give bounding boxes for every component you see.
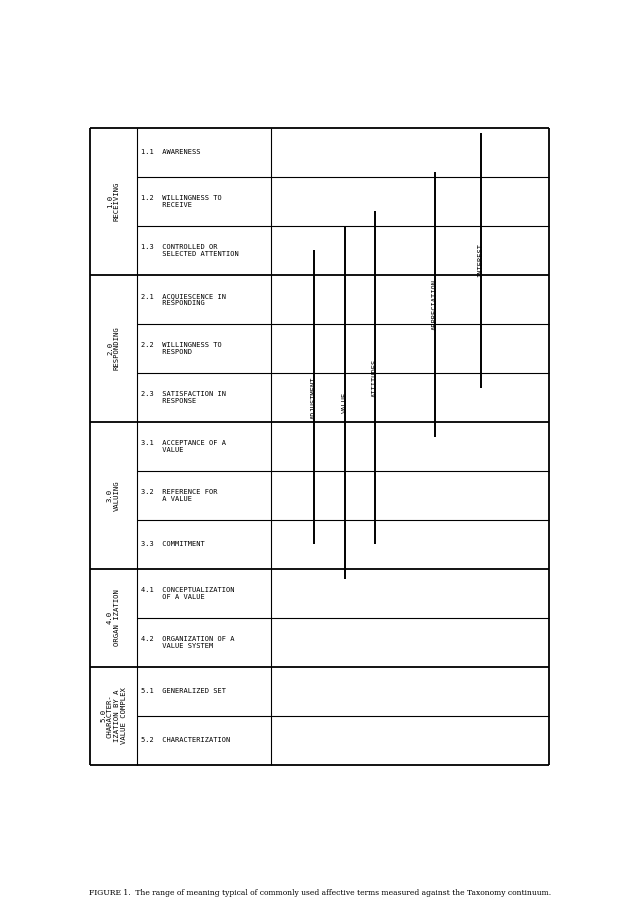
Text: 1.3  CONTROLLED OR
     SELECTED ATTENTION: 1.3 CONTROLLED OR SELECTED ATTENTION (141, 244, 239, 257)
Text: ATTITUDES: ATTITUDES (372, 358, 378, 397)
Text: 5.0
CHARACTER-
IZATION BY A
VALUE COMPLEX: 5.0 CHARACTER- IZATION BY A VALUE COMPLE… (100, 687, 127, 744)
Text: 2.1  ACQUIESCENCE IN
     RESPONDING: 2.1 ACQUIESCENCE IN RESPONDING (141, 293, 226, 306)
Text: VALUE: VALUE (342, 391, 348, 413)
Text: FIGURE 1.  The range of meaning typical of commonly used affective terms measure: FIGURE 1. The range of meaning typical o… (89, 890, 551, 897)
Text: 2.0
RESPONDING: 2.0 RESPONDING (107, 326, 120, 370)
Text: 3.3  COMMITMENT: 3.3 COMMITMENT (141, 541, 205, 548)
Text: 4.1  CONCEPTUALIZATION
     OF A VALUE: 4.1 CONCEPTUALIZATION OF A VALUE (141, 587, 234, 600)
Text: APPRECIATION: APPRECIATION (432, 278, 438, 330)
Text: 3.2  REFERENCE FOR
     A VALUE: 3.2 REFERENCE FOR A VALUE (141, 489, 218, 502)
Text: 5.2  CHARACTERIZATION: 5.2 CHARACTERIZATION (141, 737, 230, 743)
Text: 1.0
RECEIVING: 1.0 RECEIVING (107, 182, 120, 221)
Text: 5.1  GENERALIZED SET: 5.1 GENERALIZED SET (141, 688, 226, 695)
Text: 3.1  ACCEPTANCE OF A
     VALUE: 3.1 ACCEPTANCE OF A VALUE (141, 440, 226, 453)
Text: 4.0
ORGAN IZATION: 4.0 ORGAN IZATION (107, 589, 120, 646)
Text: 4.2  ORGANIZATION OF A
     VALUE SYSTEM: 4.2 ORGANIZATION OF A VALUE SYSTEM (141, 636, 234, 649)
Text: ADJUSTMENT: ADJUSTMENT (311, 376, 317, 419)
Text: 2.2  WILLINGNESS TO
     RESPOND: 2.2 WILLINGNESS TO RESPOND (141, 342, 221, 355)
Text: 1.1  AWARENESS: 1.1 AWARENESS (141, 150, 200, 155)
Text: 3.0
VALUING: 3.0 VALUING (107, 480, 120, 511)
Text: INTEREST: INTEREST (477, 244, 484, 278)
Text: 2.3  SATISFACTION IN
     RESPONSE: 2.3 SATISFACTION IN RESPONSE (141, 391, 226, 404)
Text: 1.2  WILLINGNESS TO
     RECEIVE: 1.2 WILLINGNESS TO RECEIVE (141, 195, 221, 208)
